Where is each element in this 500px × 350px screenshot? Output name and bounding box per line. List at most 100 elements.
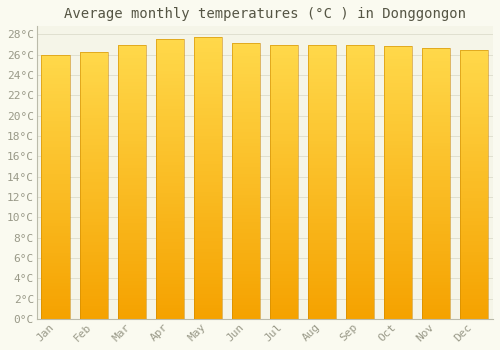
Bar bbox=[460, 265, 488, 268]
Bar bbox=[422, 210, 450, 214]
Bar bbox=[42, 177, 70, 180]
Bar bbox=[384, 90, 412, 93]
Bar bbox=[308, 44, 336, 319]
Bar bbox=[80, 245, 108, 249]
Bar bbox=[460, 255, 488, 258]
Bar bbox=[156, 106, 184, 109]
Bar bbox=[156, 291, 184, 294]
Bar bbox=[232, 60, 260, 63]
Bar bbox=[384, 80, 412, 83]
Bar bbox=[232, 70, 260, 74]
Bar bbox=[194, 143, 222, 147]
Bar bbox=[346, 86, 374, 89]
Bar bbox=[194, 37, 222, 41]
Bar bbox=[156, 89, 184, 92]
Bar bbox=[194, 259, 222, 262]
Bar bbox=[308, 292, 336, 295]
Bar bbox=[422, 315, 450, 319]
Bar bbox=[194, 308, 222, 312]
Bar bbox=[422, 58, 450, 61]
Bar bbox=[308, 96, 336, 99]
Bar bbox=[460, 104, 488, 107]
Bar bbox=[270, 216, 298, 219]
Bar bbox=[42, 316, 70, 319]
Bar bbox=[308, 164, 336, 168]
Bar bbox=[232, 163, 260, 167]
Bar bbox=[156, 54, 184, 57]
Bar bbox=[118, 309, 146, 312]
Bar bbox=[232, 215, 260, 219]
Bar bbox=[422, 82, 450, 85]
Bar bbox=[270, 315, 298, 319]
Bar bbox=[384, 158, 412, 162]
Bar bbox=[384, 203, 412, 206]
Bar bbox=[308, 288, 336, 292]
Bar bbox=[422, 95, 450, 98]
Bar bbox=[460, 292, 488, 295]
Bar bbox=[422, 251, 450, 254]
Bar bbox=[118, 141, 146, 144]
Bar bbox=[118, 110, 146, 113]
Bar bbox=[80, 102, 108, 105]
Bar bbox=[42, 81, 70, 84]
Bar bbox=[384, 257, 412, 261]
Bar bbox=[308, 244, 336, 247]
Bar bbox=[308, 202, 336, 206]
Bar bbox=[156, 158, 184, 162]
Bar bbox=[194, 284, 222, 287]
Bar bbox=[232, 101, 260, 105]
Bar bbox=[422, 54, 450, 58]
Bar bbox=[270, 58, 298, 62]
Bar bbox=[460, 107, 488, 110]
Bar bbox=[308, 264, 336, 267]
Bar bbox=[80, 78, 108, 82]
Bar bbox=[42, 98, 70, 101]
Bar bbox=[270, 237, 298, 240]
Bar bbox=[80, 182, 108, 185]
Bar bbox=[270, 209, 298, 212]
Bar bbox=[422, 108, 450, 112]
Bar bbox=[194, 139, 222, 143]
Bar bbox=[156, 218, 184, 221]
Bar bbox=[270, 244, 298, 247]
Bar bbox=[308, 130, 336, 134]
Bar bbox=[194, 154, 222, 157]
Bar bbox=[80, 108, 108, 112]
Bar bbox=[346, 124, 374, 127]
Bar bbox=[270, 285, 298, 288]
Bar bbox=[460, 204, 488, 208]
Bar bbox=[118, 103, 146, 106]
Bar bbox=[384, 274, 412, 278]
Bar bbox=[384, 285, 412, 288]
Bar bbox=[118, 151, 146, 154]
Bar bbox=[42, 68, 70, 71]
Bar bbox=[346, 113, 374, 117]
Bar bbox=[194, 273, 222, 276]
Bar bbox=[194, 248, 222, 252]
Bar bbox=[194, 262, 222, 266]
Bar bbox=[42, 114, 70, 118]
Bar bbox=[80, 222, 108, 225]
Bar bbox=[460, 191, 488, 194]
Bar bbox=[384, 268, 412, 271]
Bar bbox=[270, 103, 298, 106]
Bar bbox=[460, 158, 488, 161]
Bar bbox=[232, 167, 260, 170]
Bar bbox=[194, 44, 222, 48]
Bar bbox=[346, 185, 374, 189]
Bar bbox=[42, 154, 70, 157]
Bar bbox=[346, 69, 374, 72]
Bar bbox=[194, 214, 222, 217]
Bar bbox=[194, 175, 222, 178]
Bar bbox=[460, 131, 488, 134]
Bar bbox=[80, 139, 108, 142]
Bar bbox=[346, 144, 374, 147]
Bar bbox=[118, 127, 146, 130]
Bar bbox=[232, 264, 260, 267]
Bar bbox=[118, 113, 146, 117]
Bar bbox=[232, 98, 260, 101]
Bar bbox=[308, 144, 336, 147]
Bar bbox=[270, 117, 298, 120]
Bar bbox=[308, 137, 336, 141]
Bar bbox=[384, 100, 412, 104]
